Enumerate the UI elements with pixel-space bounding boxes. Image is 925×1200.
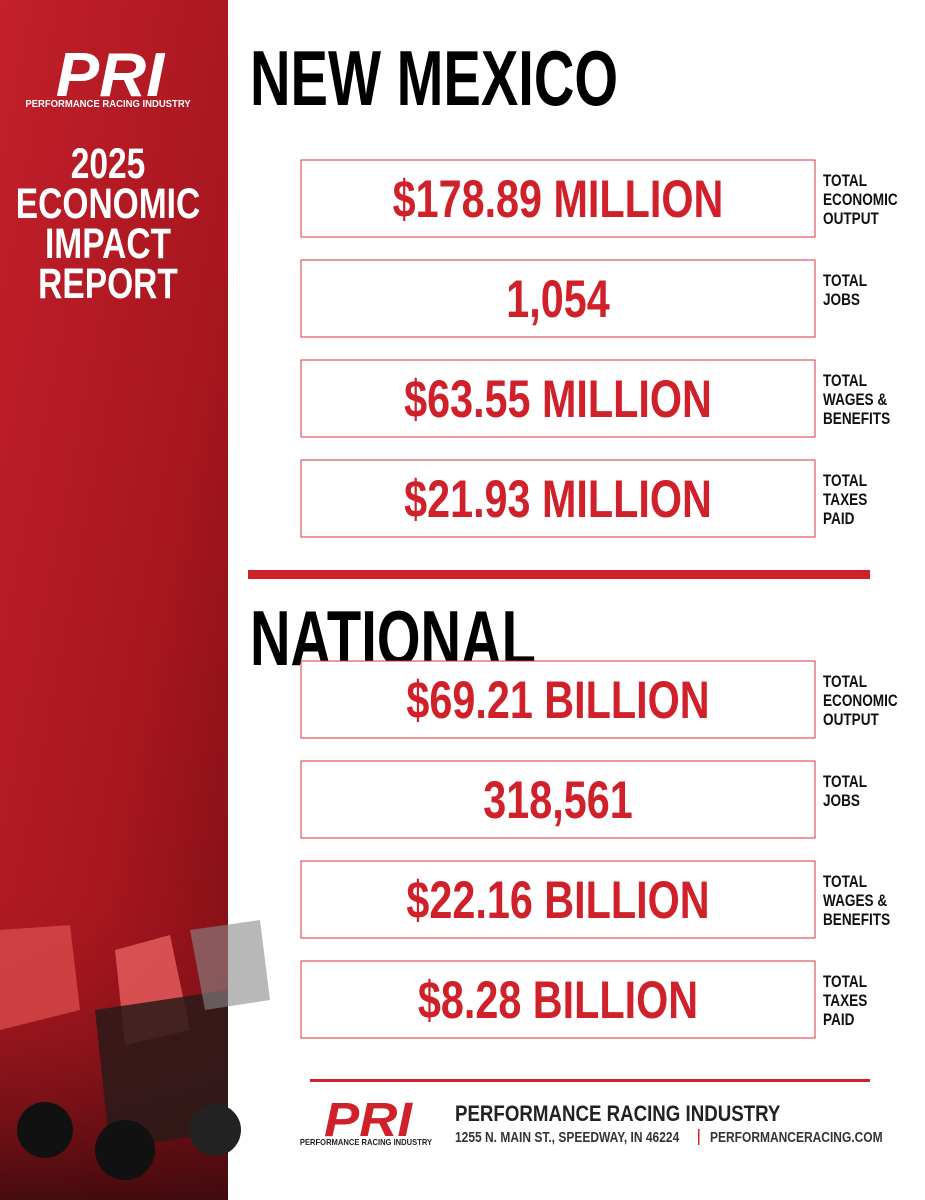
metric-label-group: BENEFITS — [823, 410, 890, 429]
metric-box — [300, 259, 816, 338]
metric-box — [300, 760, 816, 839]
footer-address-group: 1255 N. MAIN ST., SPEEDWAY, IN 46224 — [455, 1129, 680, 1146]
logo-tagline-group: PERFORMANCE RACING INDUSTRY — [25, 99, 191, 110]
metric-value: 1,054 — [506, 270, 610, 329]
metric-label-group: TOTAL — [823, 673, 867, 692]
report-title-line-group: ECONOMIC — [16, 180, 200, 228]
metric-label: TOTAL — [823, 472, 867, 491]
metric-box — [300, 660, 816, 739]
metric-label: TOTAL — [823, 973, 867, 992]
footer-logo: PRI — [324, 1092, 413, 1146]
footer-website-group: PERFORMANCERACING.COM — [710, 1129, 883, 1146]
metric-label-group: OUTPUT — [823, 711, 879, 730]
footer-separator — [698, 1129, 700, 1145]
metric-label: ECONOMIC — [823, 692, 898, 711]
divider — [248, 570, 870, 579]
section-title-group: NEW MEXICO — [250, 35, 618, 122]
metric-value-group: 1,054 — [506, 270, 610, 329]
metric-label: BENEFITS — [823, 911, 890, 930]
metric-label-group: TOTAL — [823, 472, 867, 491]
metric-value-group: 318,561 — [483, 771, 632, 830]
metric-value: $22.16 BILLION — [406, 871, 709, 930]
footer-website: PERFORMANCERACING.COM — [710, 1129, 883, 1146]
metric-label: TOTAL — [823, 873, 867, 892]
metric-box — [300, 960, 816, 1039]
footer-logo-tagline: PERFORMANCE RACING INDUSTRY — [300, 1138, 433, 1147]
metric-value-group: $178.89 MILLION — [393, 170, 724, 229]
metric-label-group: WAGES & — [823, 892, 887, 911]
footer-rule — [310, 1079, 870, 1082]
report-title-line-group: REPORT — [38, 260, 178, 308]
metric-label: JOBS — [823, 291, 860, 310]
metric-value-group: $21.93 MILLION — [404, 470, 712, 529]
metric-label-group: OUTPUT — [823, 210, 879, 229]
metric-label-group: JOBS — [823, 291, 860, 310]
metric-label: OUTPUT — [823, 711, 879, 730]
report-title-line-group: IMPACT — [45, 220, 171, 268]
report-title-line-group: 2025 — [71, 140, 146, 188]
metric-box — [300, 459, 816, 538]
metric-label: WAGES & — [823, 391, 887, 410]
metric-label-group: TAXES — [823, 992, 867, 1011]
metric-label-group: JOBS — [823, 792, 860, 811]
metric-value-group: $8.28 BILLION — [418, 971, 698, 1030]
metric-label-group: ECONOMIC — [823, 191, 898, 210]
race-cars — [0, 880, 270, 1200]
footer-logo-tagline-group: PERFORMANCE RACING INDUSTRY — [300, 1138, 433, 1147]
metric-value-group: $63.55 MILLION — [404, 370, 712, 429]
metric-label-group: TOTAL — [823, 172, 867, 191]
metric-value-group: $69.21 BILLION — [406, 671, 709, 730]
metric-label: JOBS — [823, 792, 860, 811]
metric-label: PAID — [823, 1011, 854, 1030]
metric-label: WAGES & — [823, 892, 887, 911]
metric-value: $8.28 BILLION — [418, 971, 698, 1030]
metric-label-group: TOTAL — [823, 372, 867, 391]
section-title: NEW MEXICO — [250, 35, 618, 122]
metric-label: TOTAL — [823, 773, 867, 792]
report-title-line: REPORT — [38, 260, 178, 308]
metric-label-group: TOTAL — [823, 973, 867, 992]
logo-tagline: PERFORMANCE RACING INDUSTRY — [25, 99, 191, 110]
metric-label: TAXES — [823, 992, 867, 1011]
metric-box — [300, 860, 816, 939]
metric-label: ECONOMIC — [823, 191, 898, 210]
metric-value-group: $22.16 BILLION — [406, 871, 709, 930]
metric-label-group: PAID — [823, 510, 854, 529]
metric-label-group: TOTAL — [823, 873, 867, 892]
footer-name: PERFORMANCE RACING INDUSTRY — [455, 1103, 781, 1127]
metric-box — [300, 159, 816, 238]
metric-label-group: PAID — [823, 1011, 854, 1030]
metric-label: TOTAL — [823, 673, 867, 692]
report-title-line: ECONOMIC — [16, 180, 200, 228]
metric-value: $21.93 MILLION — [404, 470, 712, 529]
metric-label-group: TOTAL — [823, 272, 867, 291]
metric-label: TOTAL — [823, 172, 867, 191]
metric-label-group: ECONOMIC — [823, 692, 898, 711]
metric-value: $63.55 MILLION — [404, 370, 712, 429]
metric-box — [300, 359, 816, 438]
footer-address: 1255 N. MAIN ST., SPEEDWAY, IN 46224 — [455, 1129, 680, 1146]
logo-group: PRI — [56, 40, 166, 109]
report-title-line: IMPACT — [45, 220, 171, 268]
metric-label: PAID — [823, 510, 854, 529]
logo: PRI — [56, 40, 166, 109]
metric-value: $178.89 MILLION — [393, 170, 724, 229]
metric-label: TOTAL — [823, 372, 867, 391]
metric-label: BENEFITS — [823, 410, 890, 429]
metric-label-group: BENEFITS — [823, 911, 890, 930]
footer-name-group: PERFORMANCE RACING INDUSTRY — [455, 1103, 781, 1127]
metric-label-group: TAXES — [823, 491, 867, 510]
metric-label: TOTAL — [823, 272, 867, 291]
footer-logo-group: PRI — [324, 1092, 413, 1146]
metric-label: TAXES — [823, 491, 867, 510]
metric-label: OUTPUT — [823, 210, 879, 229]
metric-label-group: WAGES & — [823, 391, 887, 410]
report-title-line: 2025 — [71, 140, 146, 188]
metric-label-group: TOTAL — [823, 773, 867, 792]
metric-value: 318,561 — [483, 771, 632, 830]
metric-value: $69.21 BILLION — [406, 671, 709, 730]
